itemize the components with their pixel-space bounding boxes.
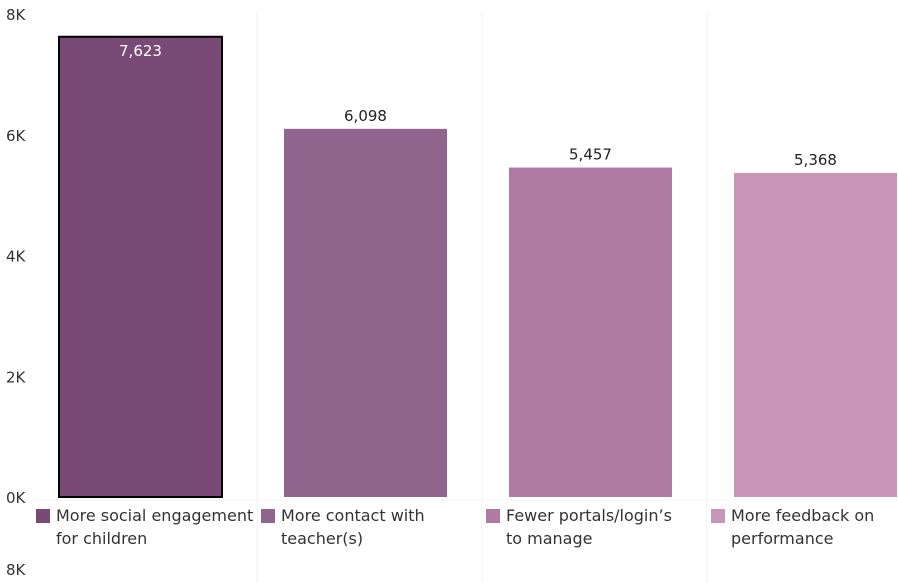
y-tick-label: 2K: [6, 368, 27, 386]
column-dividers: [34, 12, 898, 583]
legend-label: More social engagement: [56, 506, 253, 525]
y-tick-label: 8K: [6, 561, 27, 579]
legend-swatch: [486, 509, 500, 523]
legend: More social engagement for children More c…: [36, 506, 874, 548]
y-axis: 0K 2K 4K 6K 8K: [6, 6, 27, 507]
data-label: 7,623: [119, 42, 162, 60]
bar: [284, 128, 447, 497]
legend-label: to manage: [506, 529, 592, 548]
legend-label: More feedback on: [731, 506, 874, 525]
y-tick-label: 6K: [6, 127, 27, 145]
legend-label: performance: [731, 529, 833, 548]
bar: [734, 172, 897, 498]
data-label: 5,457: [569, 146, 612, 164]
y-tick-label: 4K: [6, 248, 27, 266]
legend-swatch: [261, 509, 275, 523]
y-tick-label: 8K: [6, 6, 27, 24]
data-label: 5,368: [794, 151, 837, 169]
bars: [58, 35, 897, 498]
bar: [509, 167, 672, 497]
bar: [58, 35, 223, 498]
data-label: 6,098: [344, 107, 387, 125]
y-tick-label: 0K: [6, 489, 27, 507]
legend-label: for children: [56, 529, 147, 548]
legend-swatch: [36, 509, 50, 523]
legend-swatch: [711, 509, 725, 523]
legend-label: teacher(s): [281, 529, 363, 548]
legend-label: More contact with: [281, 506, 425, 525]
legend-label: Fewer portals/login’s: [506, 506, 672, 525]
repeated-axis-strip: 8K: [6, 561, 27, 579]
data-labels: 7,623 6,098 5,457 5,368: [119, 42, 837, 169]
